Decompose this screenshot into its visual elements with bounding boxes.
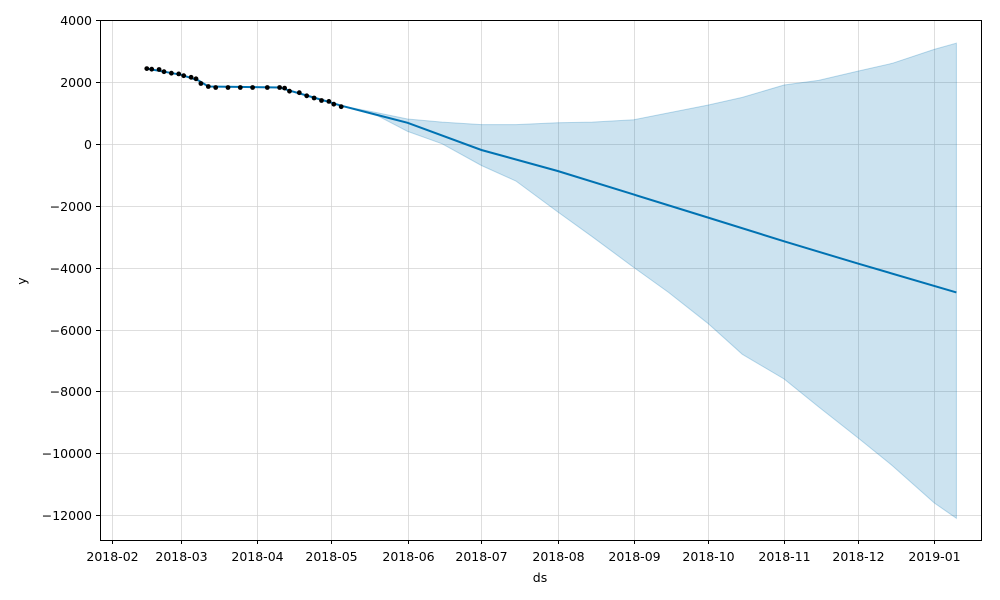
observed-point — [149, 66, 155, 72]
observed-point — [250, 85, 256, 90]
y-axis: 4000 2000 0 −2000 −4000 −6000 −8000 −10000 −1200… — [42, 13, 100, 523]
uncertainty-band — [341, 42, 957, 520]
observed-point — [205, 84, 211, 89]
y-tick-label: −12000 — [42, 508, 92, 523]
observed-point — [331, 101, 337, 107]
y-axis-label: y — [14, 277, 29, 285]
observed-point — [188, 74, 194, 80]
observed-point — [193, 76, 199, 82]
x-tick-label: 2018-04 — [231, 549, 283, 564]
x-tick-label: 2018-06 — [382, 549, 434, 564]
y-tick-label: −6000 — [50, 323, 92, 338]
x-tick-label: 2018-05 — [305, 549, 357, 564]
observed-point — [338, 104, 344, 110]
x-tick-label: 2018-07 — [455, 549, 507, 564]
y-tick-label: −8000 — [50, 384, 92, 399]
observed-point — [181, 73, 187, 79]
x-tick-label: 2018-11 — [758, 549, 810, 564]
y-tick-label: 0 — [84, 137, 92, 152]
observed-point — [311, 95, 317, 101]
observed-point — [326, 99, 332, 104]
observed-point — [264, 85, 270, 90]
observed-point — [213, 85, 219, 90]
x-axis-label: ds — [533, 570, 547, 585]
observed-point — [156, 67, 162, 72]
x-tick-label: 2018-09 — [608, 549, 660, 564]
y-tick-label: 4000 — [60, 13, 92, 28]
x-tick-label: 2018-08 — [532, 549, 584, 564]
x-tick-label: 2018-02 — [86, 549, 138, 564]
observed-point — [282, 85, 287, 91]
observed-point — [225, 85, 231, 90]
y-tick-label: −10000 — [42, 446, 92, 461]
x-axis: 2018-02 2018-03 2018-04 2018-05 2018-06 2018-… — [86, 540, 961, 564]
observed-point — [237, 85, 243, 90]
x-tick-label: 2018-03 — [155, 549, 207, 564]
observed-point — [198, 81, 204, 86]
observed-point — [319, 98, 324, 103]
observed-point — [144, 66, 150, 71]
plot-frame — [100, 20, 982, 541]
observed-point — [287, 88, 292, 94]
observed-point — [277, 85, 282, 90]
y-tick-label: −2000 — [50, 199, 92, 214]
y-tick-label: −4000 — [50, 261, 92, 276]
observed-point — [169, 70, 174, 76]
observed-points — [144, 66, 344, 110]
y-tick-label: 2000 — [60, 75, 92, 90]
observed-point — [161, 69, 167, 75]
observed-point — [296, 90, 302, 96]
observed-point — [176, 71, 182, 77]
x-tick-label: 2018-10 — [682, 549, 734, 564]
observed-point — [304, 93, 310, 99]
x-tick-label: 2018-12 — [832, 549, 884, 564]
x-tick-label: 2019-01 — [908, 549, 960, 564]
